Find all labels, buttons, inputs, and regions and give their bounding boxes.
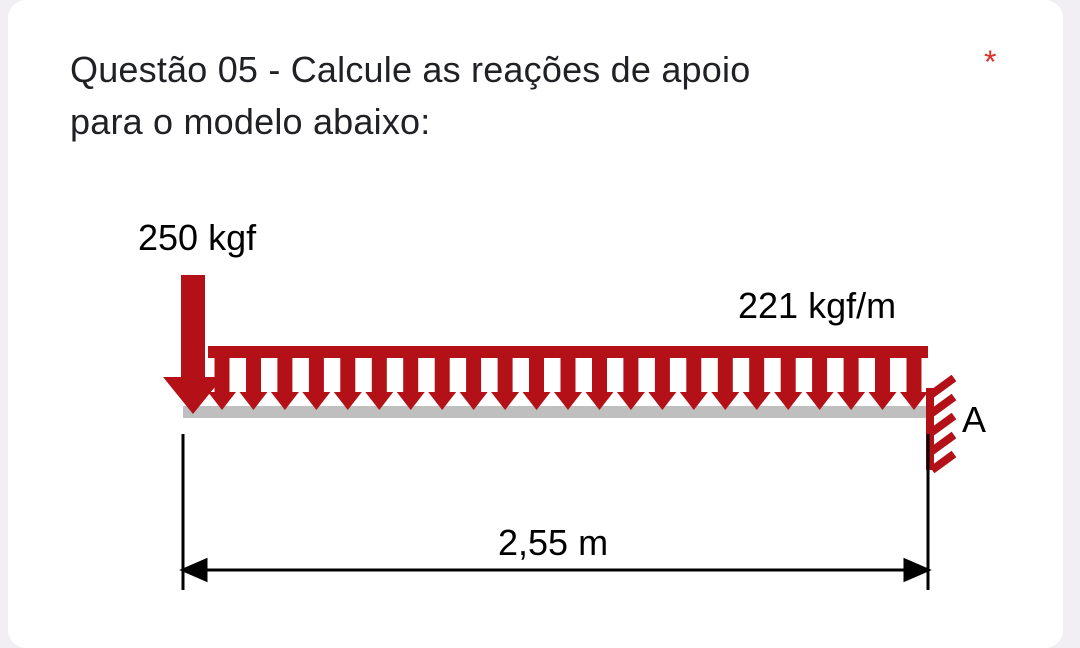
question-card: Questão 05 - Calcule as reações de apoio…: [8, 0, 1063, 648]
dimension-label: 2,55 m: [498, 522, 608, 563]
distributed-load-label: 221 kgf/m: [738, 285, 896, 326]
dimension-extensions: [183, 434, 928, 590]
beam-diagram: A 2,55 m 250 kgf 221 kgf/m: [8, 0, 1063, 648]
distributed-load-arrows: [208, 358, 928, 410]
distributed-load-band: [208, 346, 928, 358]
beam: [183, 406, 928, 418]
fixed-support: [930, 378, 954, 470]
support-label: A: [962, 399, 986, 440]
point-load-label: 250 kgf: [138, 217, 257, 258]
dimension-line: [183, 560, 928, 580]
